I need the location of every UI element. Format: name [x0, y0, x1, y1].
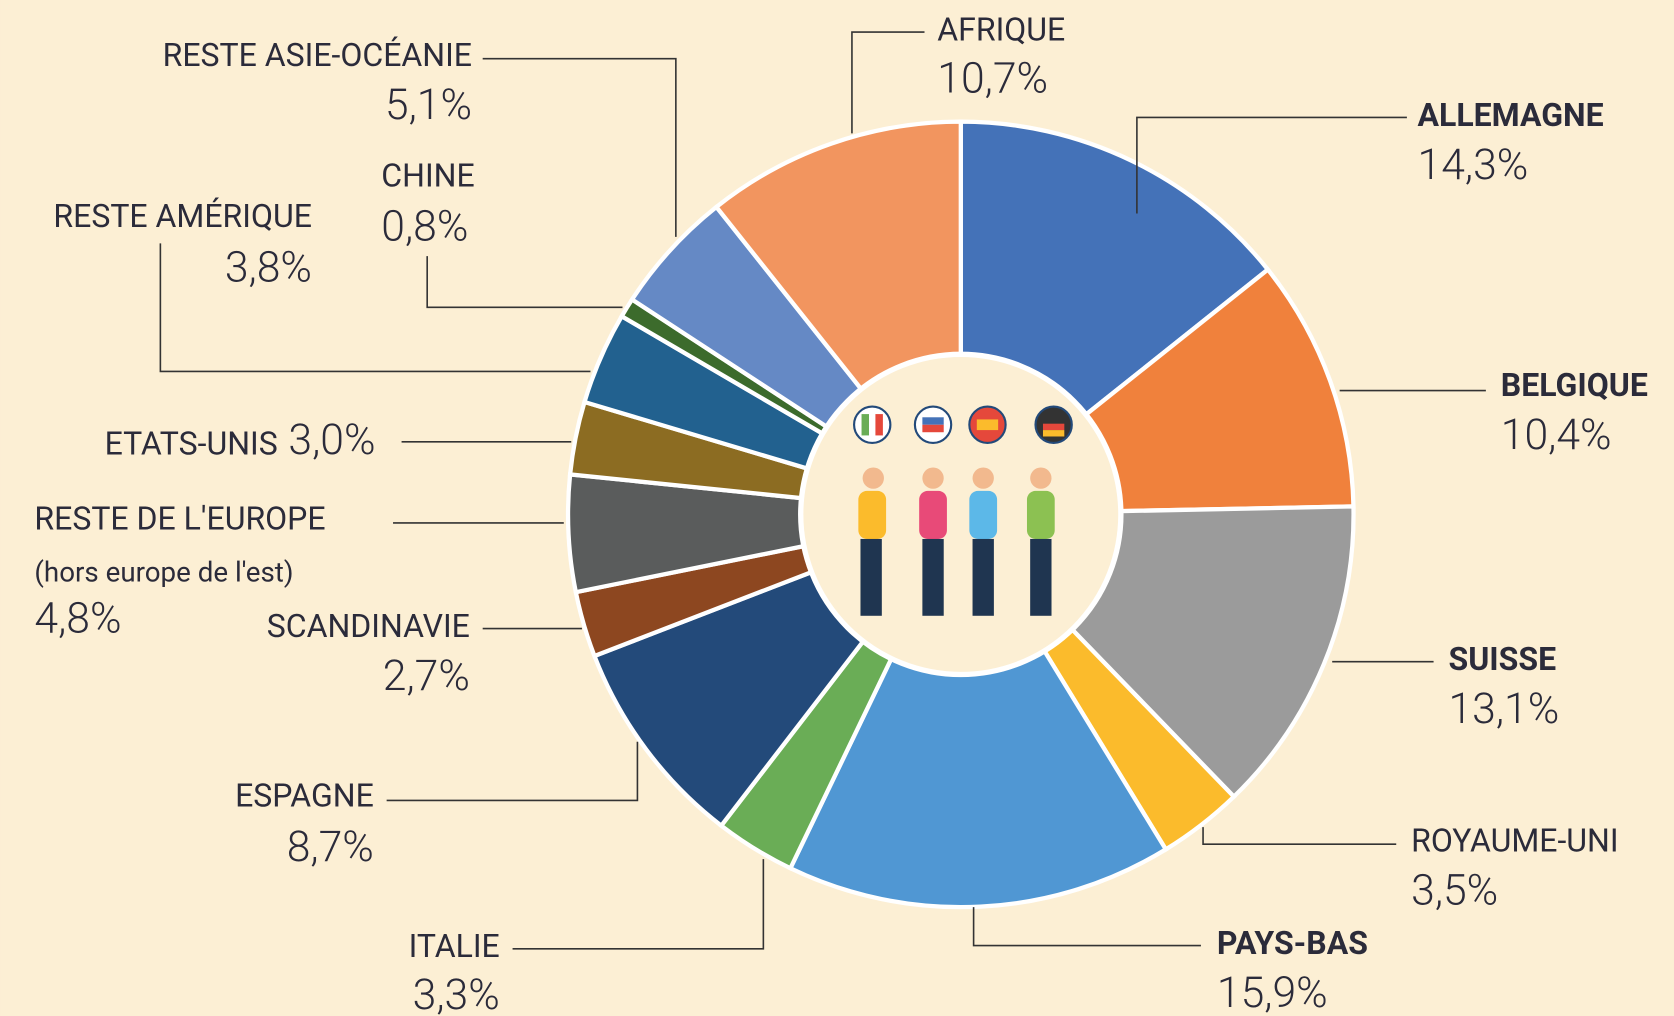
leader-line	[426, 256, 623, 309]
category-label: SUISSE	[1449, 640, 1557, 678]
value-label: 8,7%	[287, 822, 374, 872]
leader-line	[972, 907, 1201, 947]
value-label: 0,8%	[381, 202, 468, 252]
leader-line	[1202, 827, 1397, 845]
category-label: SCANDINAVIE	[267, 607, 470, 645]
value-label: 5,1%	[385, 80, 472, 130]
value-label: 3,3%	[413, 970, 500, 1016]
value-label: 3,8%	[225, 242, 312, 292]
leader-line	[482, 57, 677, 237]
category-label: AFRIQUE	[937, 10, 1065, 48]
value-label: 2,7%	[383, 651, 470, 701]
category-label: ALLEMAGNE	[1418, 96, 1604, 134]
leader-line	[386, 741, 639, 802]
category-label: ROYAUME-UNI	[1411, 822, 1618, 860]
leader-line	[159, 243, 591, 373]
value-label: 15,9%	[1217, 968, 1328, 1016]
value-label: 3,0%	[288, 415, 375, 465]
category-label: ITALIE	[409, 927, 500, 965]
value-label: 3,5%	[1411, 866, 1498, 916]
center-circle	[798, 351, 1124, 678]
category-label: ETATS-UNIS	[105, 425, 278, 463]
center-illustration	[853, 405, 1073, 616]
labels: ALLEMAGNE 14,3% BELGIQUE 10,4% SUISSE 13,1% RO…	[34, 10, 1647, 1016]
category-label: RESTE AMÉRIQUE	[53, 197, 312, 235]
leader-line	[1136, 116, 1407, 214]
category-label: BELGIQUE	[1501, 366, 1648, 404]
value-label: 14,3%	[1418, 140, 1529, 190]
value-label: 13,1%	[1449, 684, 1560, 734]
annotation: (hors europe de l'est)	[34, 555, 293, 588]
category-label: CHINE	[381, 157, 474, 195]
category-label: ESPAGNE	[235, 777, 374, 815]
leader-line	[512, 859, 765, 950]
category-label: RESTE ASIE-OCÉANIE	[163, 36, 472, 74]
value-label: 4,8%	[34, 593, 121, 643]
category-label: RESTE DE L'EUROPE	[34, 499, 325, 537]
leader-line	[851, 31, 925, 134]
value-label: 10,7%	[937, 53, 1048, 103]
category-label: PAYS-BAS	[1217, 924, 1368, 962]
value-label: 10,4%	[1501, 410, 1612, 460]
